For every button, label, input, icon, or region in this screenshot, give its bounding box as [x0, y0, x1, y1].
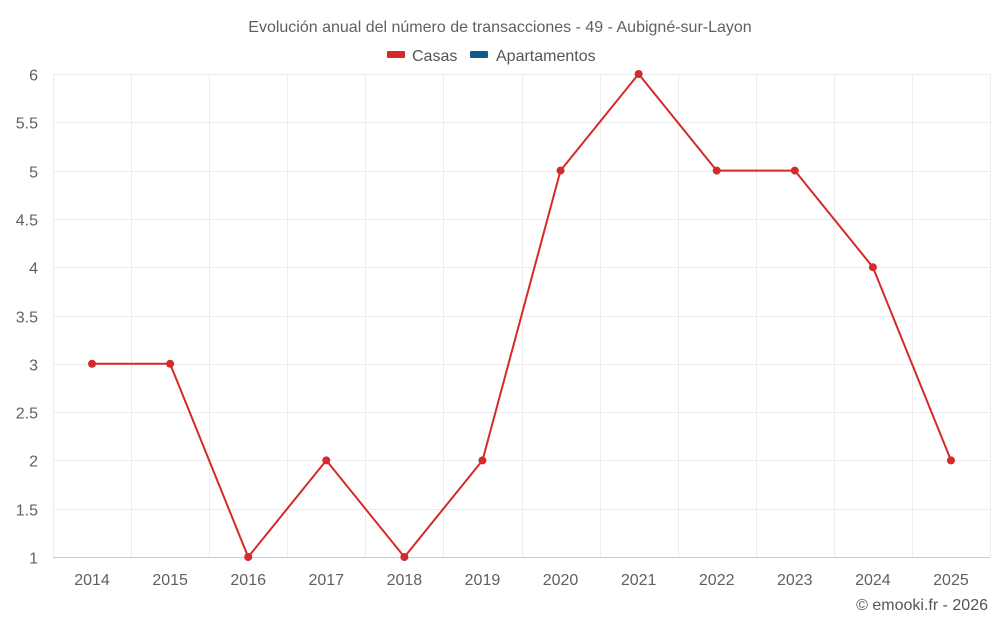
x-axis-labels: 2014 2015 2016 2017 2018 2019 2020 2021 2022 2023…	[74, 572, 969, 589]
y-axis-labels: 1 1.5 2 2.5 3 3.5 4 4.5 5 5.5 6	[16, 68, 38, 568]
y-tick-label: 6	[29, 68, 38, 85]
x-tick-label: 2016	[230, 572, 266, 589]
y-tick-label: 2.5	[16, 406, 38, 423]
x-tick-label: 2015	[152, 572, 188, 589]
y-tick-label: 5	[29, 165, 38, 182]
data-point-casas[interactable]	[400, 553, 409, 561]
x-tick-label: 2025	[933, 572, 969, 589]
legend-label-apartamentos: Apartamentos	[496, 48, 596, 65]
y-tick-label: 2	[29, 454, 38, 471]
data-point-casas[interactable]	[868, 263, 877, 272]
data-point-casas[interactable]	[166, 359, 175, 368]
data-point-casas[interactable]	[790, 166, 799, 175]
y-tick-label: 4	[29, 261, 38, 278]
data-point-casas[interactable]	[244, 553, 253, 561]
legend-item-casas[interactable]: Casas	[387, 48, 457, 65]
data-point-casas[interactable]	[634, 70, 643, 78]
credit-text: © emooki.fr - 2026	[856, 597, 988, 614]
y-tick-label: 3	[29, 358, 38, 375]
x-tick-label: 2024	[855, 572, 891, 589]
legend-swatch-casas	[387, 51, 405, 58]
x-tick-label: 2021	[621, 572, 657, 589]
data-point-casas[interactable]	[712, 166, 721, 175]
series-line-casas	[92, 73, 952, 558]
y-tick-label: 4.5	[16, 213, 38, 230]
y-tick-label: 3.5	[16, 310, 38, 327]
y-tick-label: 1.5	[16, 503, 38, 520]
x-tick-label: 2022	[699, 572, 735, 589]
data-point-casas[interactable]	[478, 456, 487, 465]
x-tick-label: 2019	[465, 572, 501, 589]
x-tick-label: 2017	[308, 572, 344, 589]
legend-swatch-apartamentos	[470, 51, 488, 58]
y-tick-label: 1	[29, 551, 38, 568]
legend-item-apartamentos[interactable]: Apartamentos	[470, 48, 596, 65]
y-tick-label: 5.5	[16, 116, 38, 133]
chart-title: Evolución anual del número de transaccio…	[248, 19, 751, 36]
data-point-casas[interactable]	[556, 166, 565, 175]
x-tick-label: 2023	[777, 572, 813, 589]
series-casas	[88, 70, 955, 561]
x-tick-label: 2018	[387, 572, 423, 589]
data-point-casas[interactable]	[88, 359, 97, 368]
x-tick-label: 2020	[543, 572, 579, 589]
data-point-casas[interactable]	[322, 456, 331, 465]
legend-label-casas: Casas	[412, 48, 457, 65]
legend: Casas Apartamentos	[387, 48, 596, 65]
x-tick-label: 2014	[74, 572, 110, 589]
data-point-casas[interactable]	[946, 456, 955, 465]
